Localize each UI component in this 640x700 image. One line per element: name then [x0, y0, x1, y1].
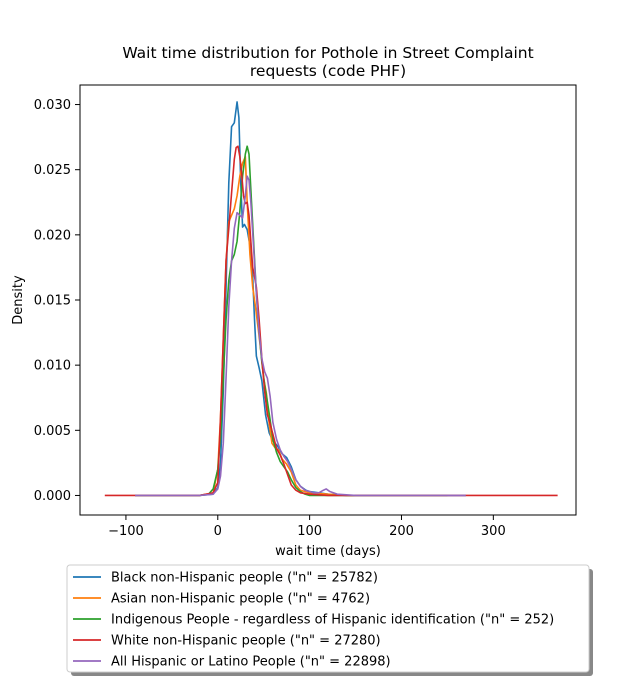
- series-line-5: [135, 175, 466, 497]
- y-axis-label: Density: [11, 275, 26, 325]
- x-tick-label: 100: [297, 524, 322, 539]
- y-tick-label: 0.005: [34, 424, 71, 439]
- legend-label-2: Asian non-Hispanic people ("n" = 4762): [111, 592, 370, 607]
- y-tick-label: 0.030: [34, 98, 71, 113]
- series-line-4: [104, 145, 558, 497]
- x-axis-ticks: −100 0 100 200 300: [108, 515, 506, 539]
- legend-box: [66, 564, 590, 673]
- y-tick-label: 0.010: [34, 359, 71, 374]
- plot-frame: [79, 84, 577, 516]
- series-layer: [104, 101, 558, 497]
- y-tick-label: 0.020: [34, 228, 71, 243]
- series-line-2: [135, 155, 448, 497]
- legend: Black non-Hispanic people ("n" = 25782) A…: [66, 564, 593, 676]
- x-tick-label: −100: [108, 524, 144, 539]
- legend-label-5: All Hispanic or Latino People ("n" = 228…: [111, 655, 391, 670]
- chart-title-line2: requests (code PHF): [250, 62, 406, 80]
- y-tick-label: 0.025: [34, 163, 71, 178]
- legend-label-1: Black non-Hispanic people ("n" = 25782): [111, 571, 378, 586]
- y-tick-label: 0.015: [34, 294, 71, 309]
- legend-label-4: White non-Hispanic people ("n" = 27280): [111, 634, 381, 649]
- x-tick-label: 300: [481, 524, 506, 539]
- y-axis-ticks: 0.000 0.005 0.010 0.015 0.020 0.025 0.030: [34, 98, 80, 504]
- x-tick-label: 200: [389, 524, 414, 539]
- y-tick-label: 0.000: [34, 489, 71, 504]
- series-line-3: [135, 145, 448, 497]
- chart-title-line1: Wait time distribution for Pothole in St…: [122, 44, 533, 62]
- legend-label-3: Indigenous People - regardless of Hispan…: [111, 613, 554, 628]
- x-tick-label: 0: [214, 524, 222, 539]
- series-line-1: [135, 101, 466, 497]
- x-axis-label: wait time (days): [275, 544, 381, 559]
